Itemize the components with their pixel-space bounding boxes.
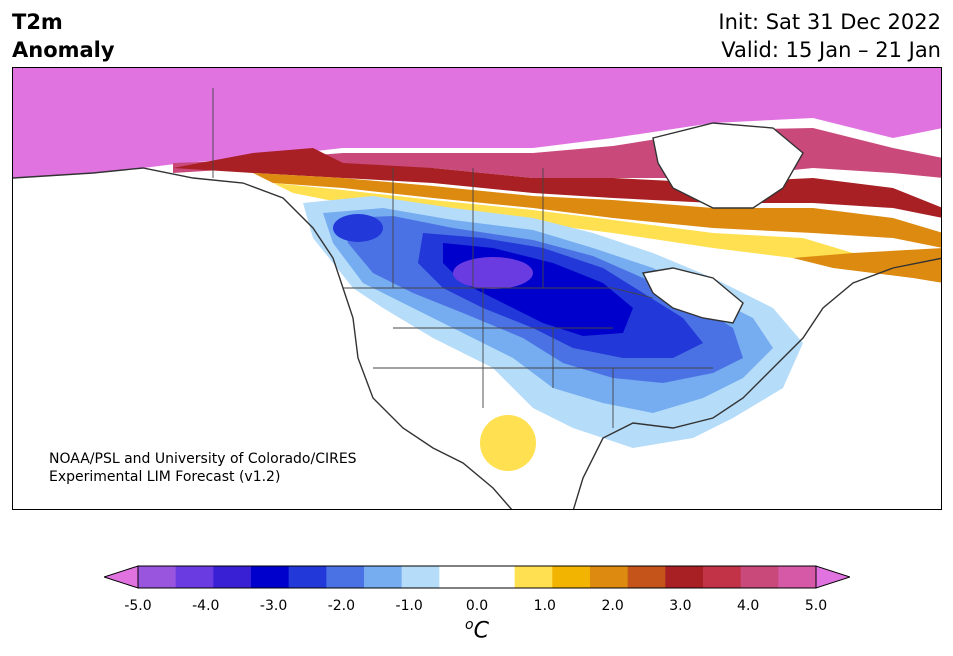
colorbar-swatch: [138, 566, 177, 588]
colorbar-swatch: [740, 566, 779, 588]
colorbar-swatch: [439, 566, 478, 588]
valid-date: Valid: 15 Jan – 21 Jan: [721, 38, 941, 62]
colorbar-swatch: [175, 566, 214, 588]
colorbar-tick-label: 0.0: [465, 598, 489, 614]
colorbar-swatch: [590, 566, 629, 588]
unit-label: C: [473, 618, 489, 644]
colorbar: [104, 565, 850, 589]
anomaly-map: [12, 67, 942, 510]
colorbar-swatch: [326, 566, 365, 588]
political-borders: [212, 88, 713, 428]
colorbar-swatch: [401, 566, 440, 588]
colorbar-tick-label: -2.0: [327, 598, 356, 614]
colorbar-tick-label: -4.0: [192, 598, 220, 614]
colorbar-arrow-low: [104, 565, 139, 589]
colorbar-swatch: [364, 566, 403, 588]
map-title: T2m Anomaly: [12, 8, 115, 64]
colorbar-swatch: [288, 566, 327, 588]
colorbar-swatch: [552, 566, 591, 588]
east-canada-warm: [793, 248, 941, 283]
title-line-2: Anomaly: [12, 38, 115, 62]
hudson-bay: [653, 123, 803, 208]
credit-line-2: Experimental LIM Forecast (v1.2): [49, 469, 281, 485]
colorbar-swatch: [665, 566, 704, 588]
title-line-1: T2m: [12, 10, 63, 34]
great-lakes: [643, 268, 743, 323]
colorbar-tick-label: 5.0: [804, 598, 828, 614]
colorbar-swatch: [627, 566, 666, 588]
unit-prefix: o: [465, 617, 474, 633]
init-date: Init: Sat 31 Dec 2022: [718, 10, 941, 34]
colorbar-tick-label: 3.0: [669, 598, 692, 614]
colorbar-tick-label: -5.0: [124, 598, 152, 614]
colorbar-tick-label: 1.0: [533, 598, 556, 614]
credit-line-1: NOAA/PSL and University of Colorado/CIRE…: [49, 451, 357, 467]
colorbar-tick-label: -3.0: [259, 598, 288, 614]
colorbar-outline: [137, 565, 817, 589]
anomaly-cold-core: [453, 257, 533, 289]
colorbar-swatch: [703, 566, 742, 588]
colorbar-swatch: [251, 566, 290, 588]
map-canvas: [13, 68, 941, 509]
colorbar-swatch: [213, 566, 252, 588]
colorbar-swatch: [778, 566, 817, 588]
colorbar-swatch: [477, 566, 516, 588]
colorbar-unit: oC: [465, 617, 489, 643]
anomaly-band-strong-warm: [13, 68, 941, 178]
colorbar-arrow-high: [815, 565, 850, 589]
colorbar-tick-label: 2.0: [601, 598, 624, 614]
colorbar-swatch: [514, 566, 553, 588]
anomaly-cold-nw: [333, 214, 383, 242]
colorbar-tick-label: 4.0: [737, 598, 760, 614]
anomaly-warm-southwest: [480, 415, 536, 471]
credit-text: NOAA/PSL and University of Colorado/CIRE…: [49, 450, 357, 486]
anomaly-band-orange: [253, 173, 941, 248]
colorbar-tick-label: -1.0: [395, 598, 423, 614]
forecast-dates: Init: Sat 31 Dec 2022 Valid: 15 Jan – 21…: [718, 8, 941, 64]
